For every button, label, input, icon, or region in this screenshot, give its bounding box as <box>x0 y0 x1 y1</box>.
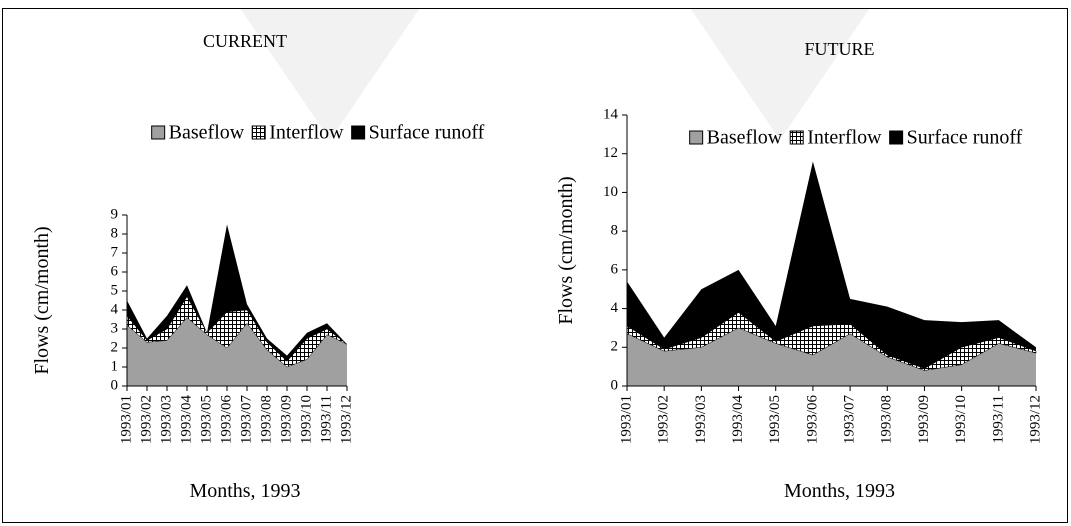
x-tick-label: 1993/10 <box>298 395 314 444</box>
legend-swatch <box>151 125 166 140</box>
area <box>127 224 347 362</box>
x-axis-label: Months, 1993 <box>189 480 300 502</box>
chart-title: CURRENT <box>203 31 287 51</box>
x-tick-label: 1993/01 <box>118 395 134 444</box>
legend-label: Surface runoff <box>369 122 485 144</box>
area <box>127 317 347 386</box>
y-tick-label: 8 <box>111 225 119 241</box>
x-tick-label: 1993/04 <box>730 395 746 445</box>
y-axis-label: Flows (cm/month) <box>555 176 577 324</box>
x-tick-label: 1993/11 <box>318 395 334 444</box>
frame <box>2 8 1068 523</box>
legend-label: Interflow <box>269 122 344 144</box>
y-tick-label: 6 <box>111 263 119 279</box>
x-tick-label: 1993/03 <box>158 395 174 444</box>
x-tick-label: 1993/11 <box>990 395 1006 444</box>
x-tick-label: 1993/10 <box>953 395 969 444</box>
y-tick-label: 2 <box>611 339 619 355</box>
y-tick-label: 0 <box>111 377 119 393</box>
x-tick-label: 1993/08 <box>258 395 274 444</box>
y-tick-label: 14 <box>603 106 619 122</box>
x-tick-label: 1993/01 <box>618 395 634 444</box>
x-tick-label: 1993/12 <box>1027 395 1043 444</box>
watermark <box>690 8 870 140</box>
y-tick-label: 2 <box>111 339 119 355</box>
chart-title: FUTURE <box>804 39 874 59</box>
x-tick-label: 1993/06 <box>218 395 234 445</box>
area <box>627 161 1036 369</box>
x-tick-label: 1993/09 <box>916 395 932 444</box>
legend-label: Baseflow <box>169 122 245 144</box>
x-tick-label: 1993/09 <box>278 395 294 444</box>
watermark <box>240 8 420 140</box>
y-tick-label: 6 <box>611 261 619 277</box>
area <box>627 327 1036 386</box>
legend-swatch <box>351 125 366 140</box>
legend-label: Baseflow <box>707 127 783 149</box>
y-tick-label: 9 <box>111 206 119 222</box>
legend-swatch <box>689 130 704 145</box>
y-tick-label: 3 <box>111 320 119 336</box>
x-tick-label: 1993/07 <box>842 395 858 445</box>
legend-swatch <box>789 130 804 145</box>
y-tick-label: 4 <box>111 301 119 317</box>
y-tick-label: 7 <box>111 244 119 260</box>
x-tick-label: 1993/02 <box>656 395 672 444</box>
x-tick-label: 1993/03 <box>693 395 709 444</box>
x-axis-label: Months, 1993 <box>784 480 895 502</box>
x-tick-label: 1993/05 <box>198 395 214 444</box>
y-tick-label: 5 <box>111 282 119 298</box>
y-tick-label: 10 <box>603 184 618 200</box>
y-tick-label: 4 <box>611 300 619 316</box>
y-axis-label: Flows (cm/month) <box>31 226 53 374</box>
legend-label: Surface runoff <box>907 127 1023 149</box>
x-tick-label: 1993/05 <box>767 395 783 444</box>
y-tick-label: 8 <box>611 223 619 239</box>
x-tick-label: 1993/04 <box>178 395 194 445</box>
legend-swatch <box>251 125 266 140</box>
y-tick-label: 1 <box>111 358 119 374</box>
x-tick-label: 1993/07 <box>238 395 254 445</box>
x-tick-label: 1993/08 <box>879 395 895 444</box>
y-tick-label: 0 <box>611 377 619 393</box>
x-tick-label: 1993/06 <box>804 395 820 445</box>
x-tick-label: 1993/02 <box>138 395 154 444</box>
legend-swatch <box>889 130 904 145</box>
y-tick-label: 12 <box>603 145 618 161</box>
x-tick-label: 1993/12 <box>338 395 354 444</box>
legend-label: Interflow <box>807 127 882 149</box>
